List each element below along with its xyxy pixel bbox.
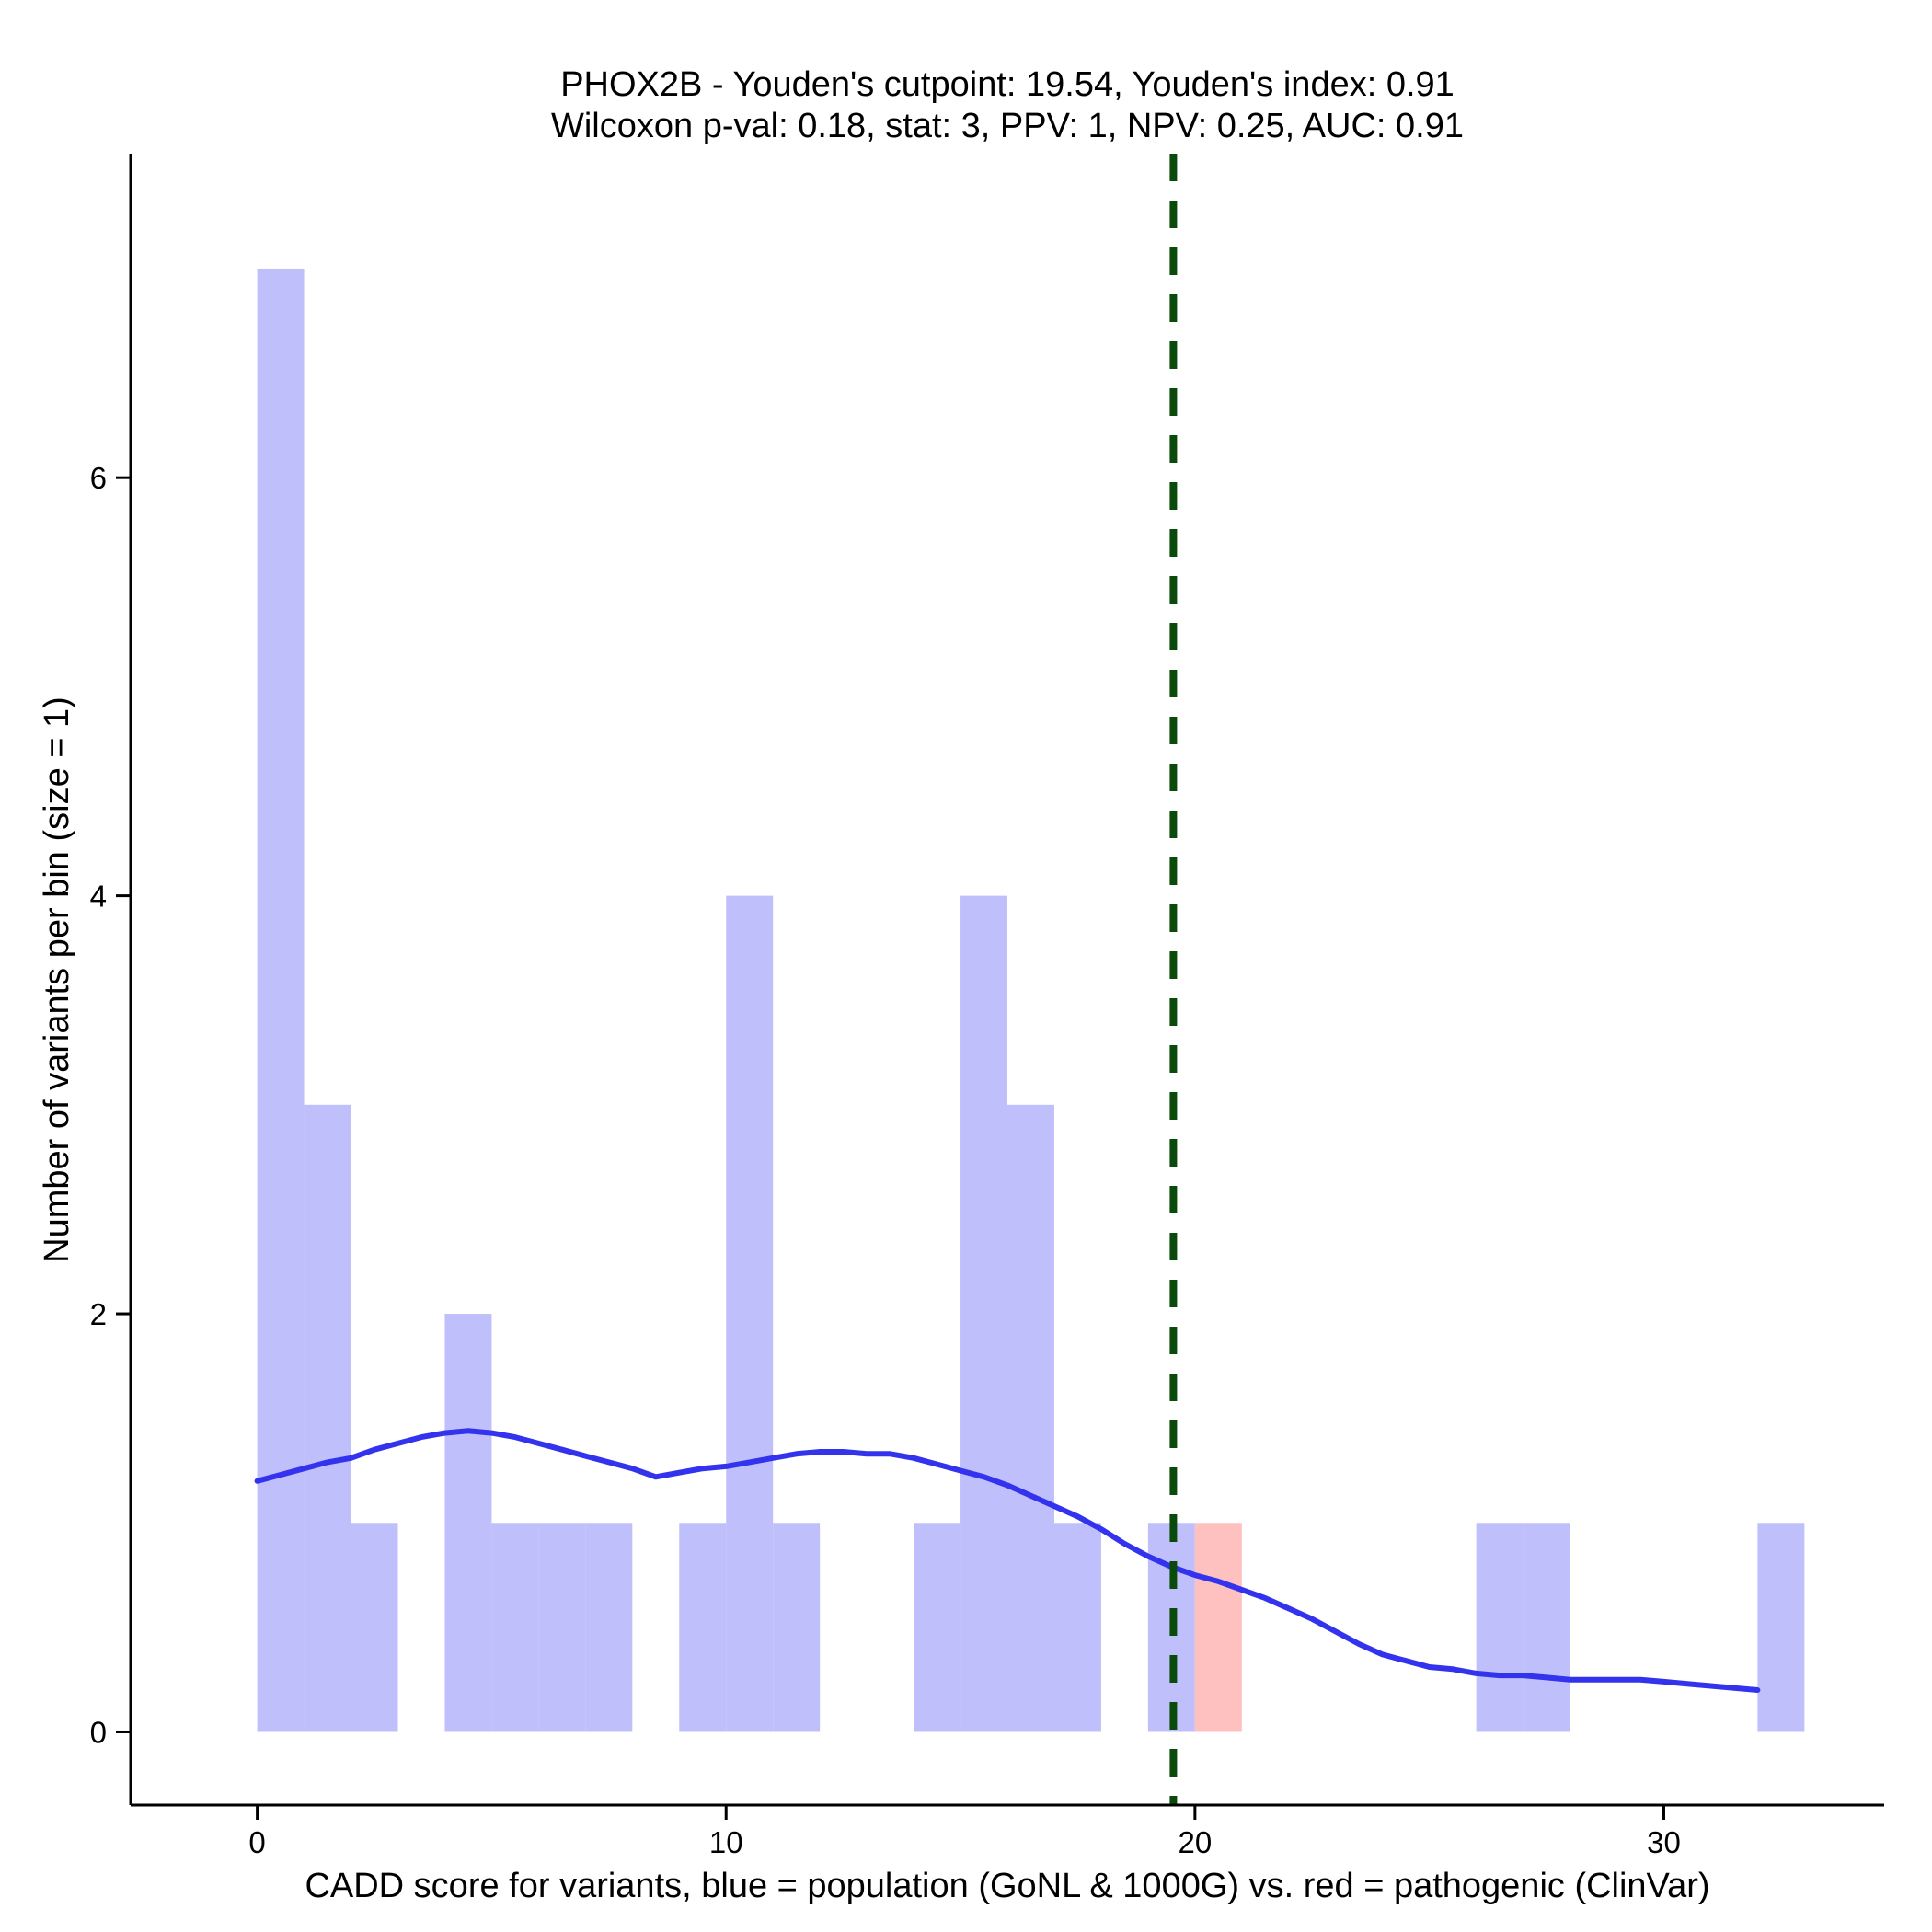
chart-subtitle: Wilcoxon p-val: 0.18, stat: 3, PPV: 1, N… xyxy=(551,107,1464,145)
y-axis-ticks: 0 2 4 6 xyxy=(90,461,131,1749)
population-bar-11 xyxy=(960,895,1007,1732)
population-bar-10 xyxy=(914,1523,961,1732)
y-tick-label-3: 6 xyxy=(90,461,107,495)
population-bar-12 xyxy=(1007,1104,1054,1732)
y-axis-label: Number of variants per bin (size = 1) xyxy=(38,696,76,1263)
population-bar-4 xyxy=(491,1523,539,1732)
y-tick-label-0: 0 xyxy=(90,1715,107,1749)
population-bar-5 xyxy=(538,1523,586,1732)
x-tick-label-3: 30 xyxy=(1647,1825,1681,1859)
population-bar-15 xyxy=(1476,1523,1524,1732)
population-bar-16 xyxy=(1523,1523,1570,1732)
x-tick-label-1: 10 xyxy=(709,1825,743,1859)
population-bar-2 xyxy=(351,1523,398,1732)
population-bar-17 xyxy=(1757,1523,1805,1732)
density-curve-group xyxy=(254,1428,1761,1693)
x-tick-label-0: 0 xyxy=(248,1825,265,1859)
population-bar-13 xyxy=(1053,1523,1101,1732)
population-bar-9 xyxy=(773,1523,821,1732)
population-bar-1 xyxy=(304,1104,351,1732)
x-tick-label-2: 20 xyxy=(1178,1825,1212,1859)
histogram-bars xyxy=(257,268,1805,1732)
chart-title: PHOX2B - Youden's cutpoint: 19.54, Youde… xyxy=(560,65,1455,104)
y-tick-label-2: 4 xyxy=(90,880,107,914)
density-curve xyxy=(254,1428,1761,1693)
population-bar-6 xyxy=(585,1523,633,1732)
y-tick-label-1: 2 xyxy=(90,1297,107,1331)
population-bar-7 xyxy=(679,1523,727,1732)
pathogenic-bar-0 xyxy=(1194,1523,1242,1732)
population-bar-8 xyxy=(726,895,774,1732)
x-axis-label: CADD score for variants, blue = populati… xyxy=(305,1867,1709,1905)
population-bar-0 xyxy=(257,268,305,1732)
population-bar-3 xyxy=(444,1314,492,1732)
x-axis-ticks: 0 10 20 30 xyxy=(248,1805,1681,1859)
